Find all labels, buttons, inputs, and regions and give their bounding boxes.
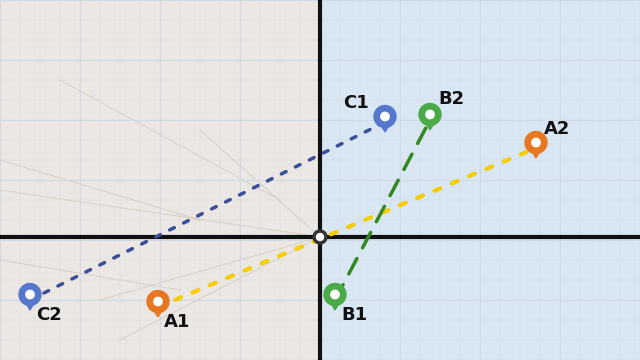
Circle shape [324,284,346,306]
Text: B1: B1 [341,306,367,324]
Polygon shape [424,121,436,130]
Text: C2: C2 [36,306,61,324]
Circle shape [317,234,323,240]
Bar [320,0,640,360]
Text: A1: A1 [164,313,190,331]
Bar [0,0,320,360]
Text: A2: A2 [544,120,570,138]
Circle shape [374,105,396,127]
Polygon shape [329,301,340,310]
Polygon shape [24,301,36,310]
Circle shape [154,297,162,306]
Circle shape [525,131,547,153]
Circle shape [331,290,339,299]
Circle shape [147,291,169,312]
Polygon shape [152,307,164,317]
Circle shape [381,112,389,121]
Circle shape [19,284,41,306]
Circle shape [313,230,327,244]
Circle shape [26,290,34,299]
Circle shape [419,104,441,126]
Circle shape [532,138,540,147]
Text: B2: B2 [438,90,464,108]
Circle shape [426,110,434,119]
Text: C1: C1 [343,94,369,112]
Polygon shape [380,122,390,132]
Polygon shape [531,149,541,158]
